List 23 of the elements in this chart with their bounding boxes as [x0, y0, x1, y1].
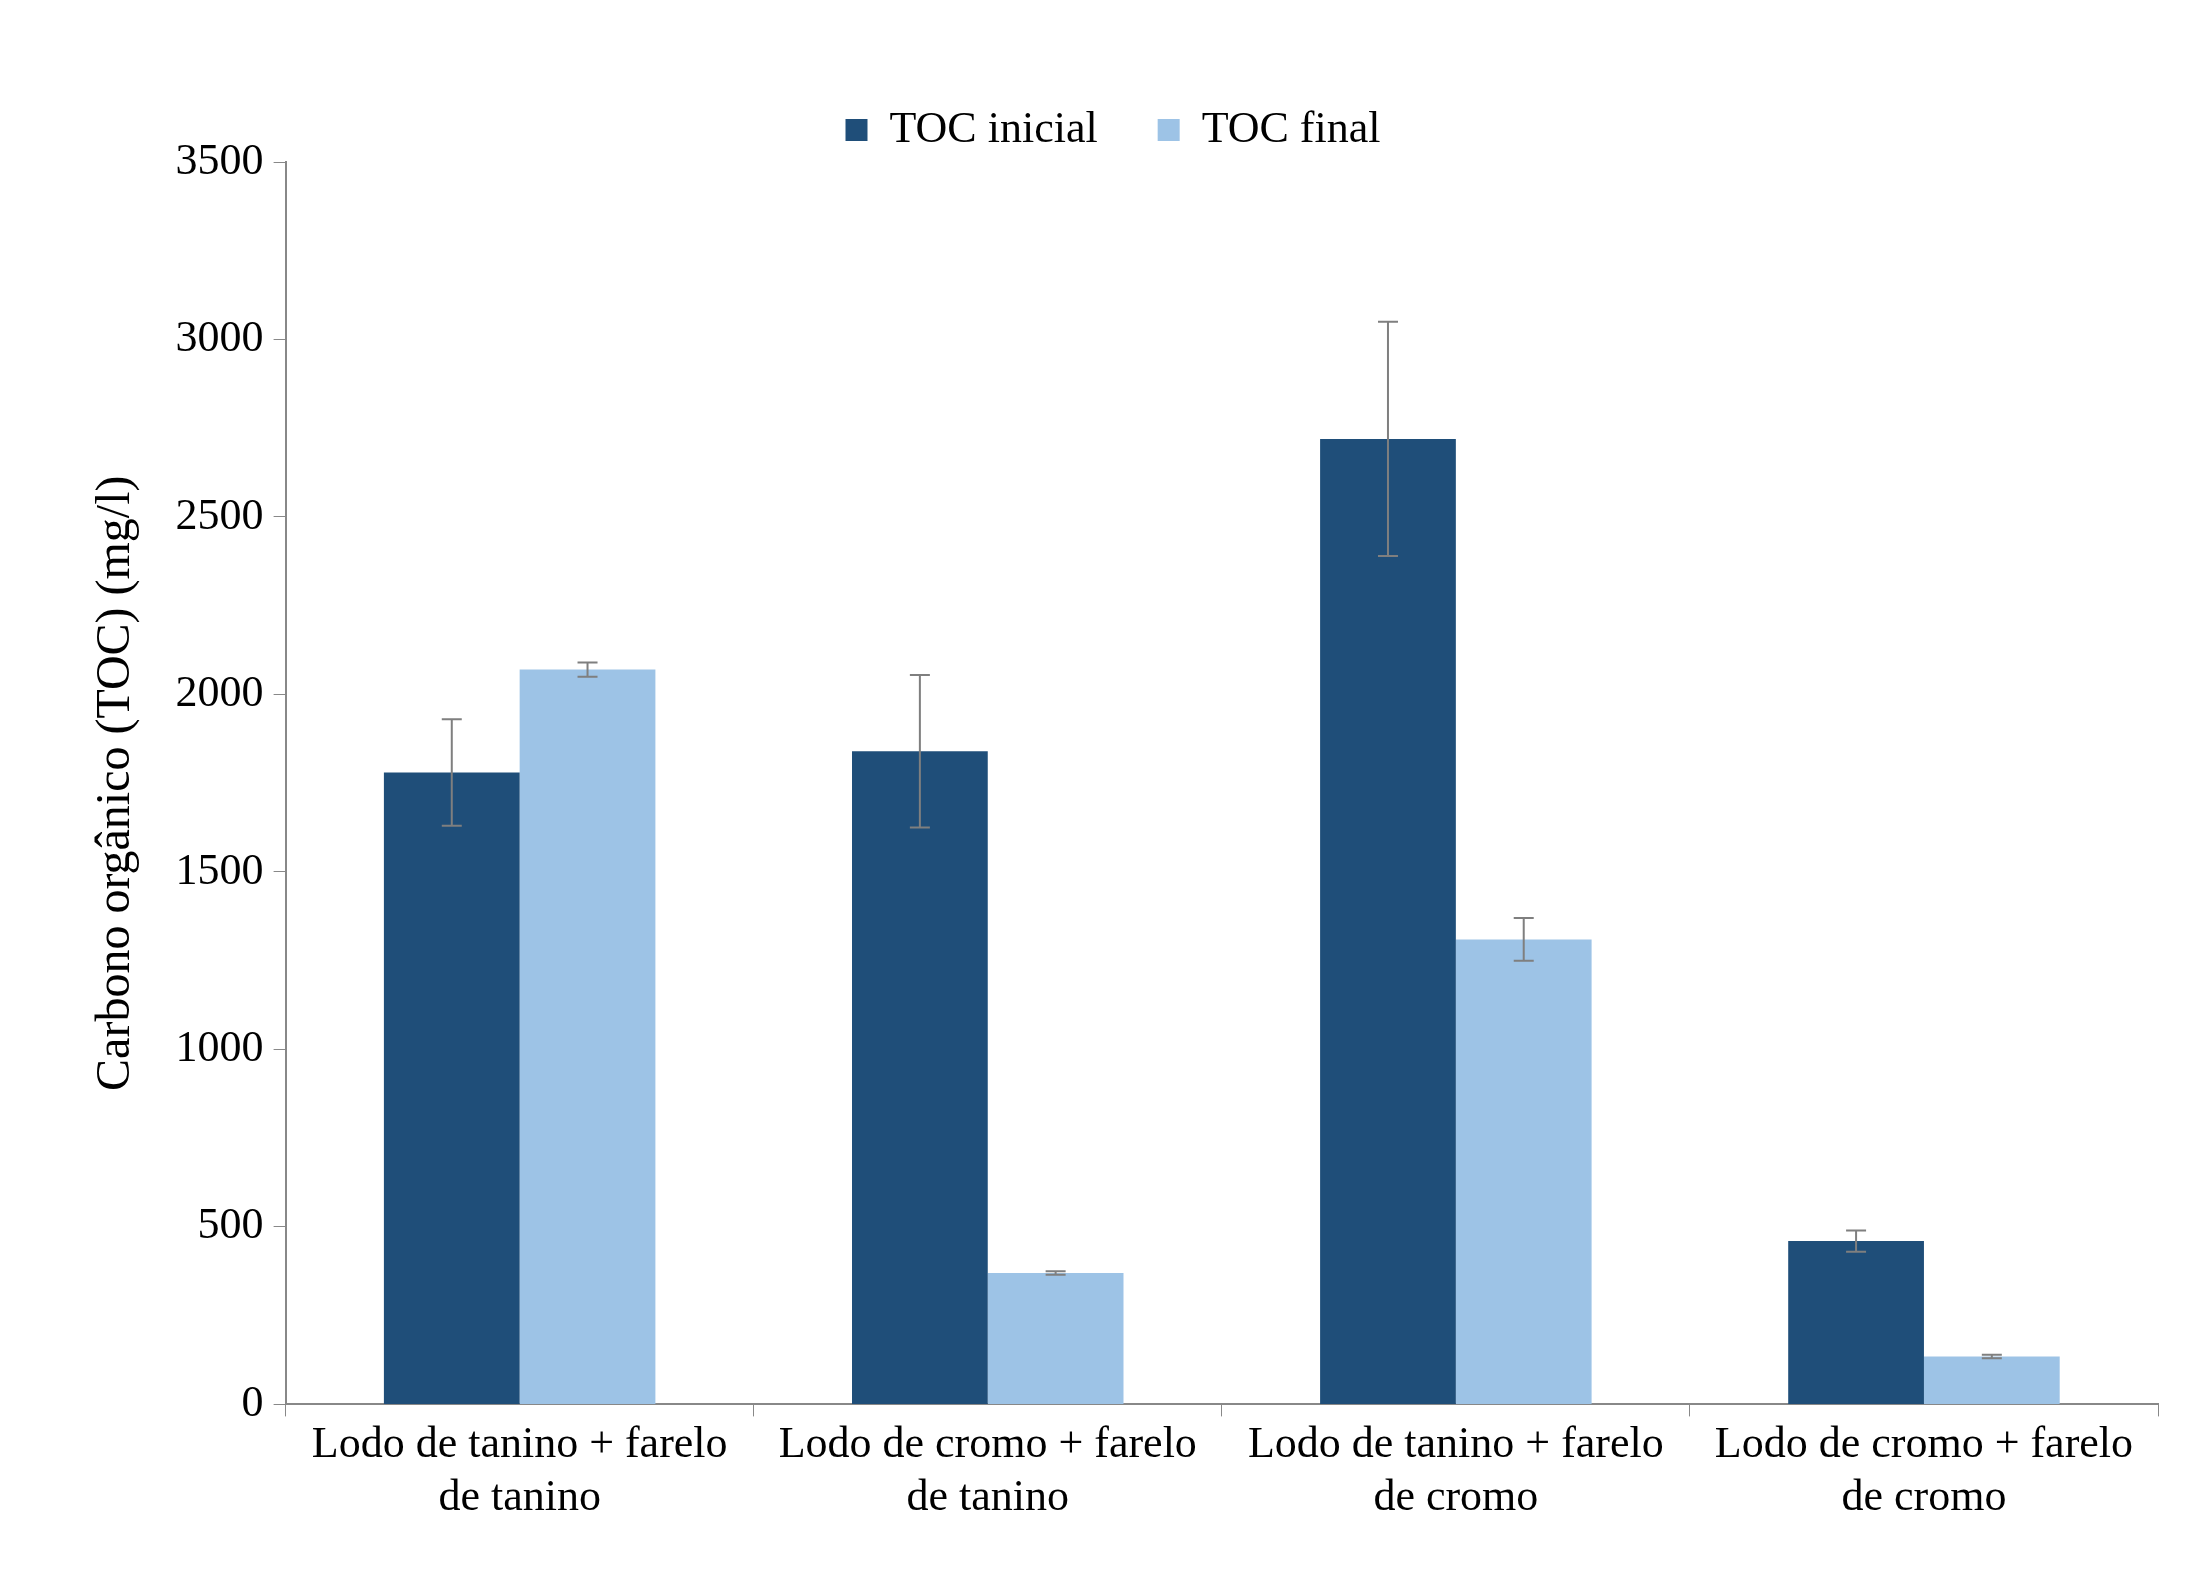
bar: [852, 751, 988, 1404]
legend-label: TOC final: [1201, 102, 1381, 152]
x-tick-label: Lodo de tanino + farelo de tanino: [311, 1418, 728, 1521]
y-tick-label: 2000: [175, 667, 264, 717]
y-tick-label: 3500: [175, 134, 264, 184]
bar: [1788, 1241, 1924, 1404]
x-tick-label: Lodo de tanino + farelo de cromo: [1247, 1418, 1664, 1521]
x-tick-label: Lodo de cromo + farelo de cromo: [1714, 1418, 2134, 1521]
x-tick-label: Lodo de cromo + farelo de tanino: [778, 1418, 1197, 1521]
y-tick-label: 2500: [175, 489, 264, 539]
y-tick-label: 0: [241, 1376, 264, 1426]
bar: [1320, 438, 1456, 1404]
y-axis-title: Carbono orgânico (TOC) (mg/l): [86, 475, 141, 1091]
bar: [1923, 1356, 2060, 1404]
bar: [1455, 939, 1592, 1404]
bar: [987, 1273, 1124, 1404]
bar: [383, 772, 520, 1404]
y-tick-label: 500: [197, 1199, 264, 1249]
y-tick-label: 1500: [175, 844, 264, 894]
y-tick-label: 1000: [175, 1021, 264, 1071]
legend-label: TOC inicial: [889, 102, 1098, 152]
bar: [519, 669, 656, 1404]
y-tick-label: 3000: [175, 312, 264, 362]
